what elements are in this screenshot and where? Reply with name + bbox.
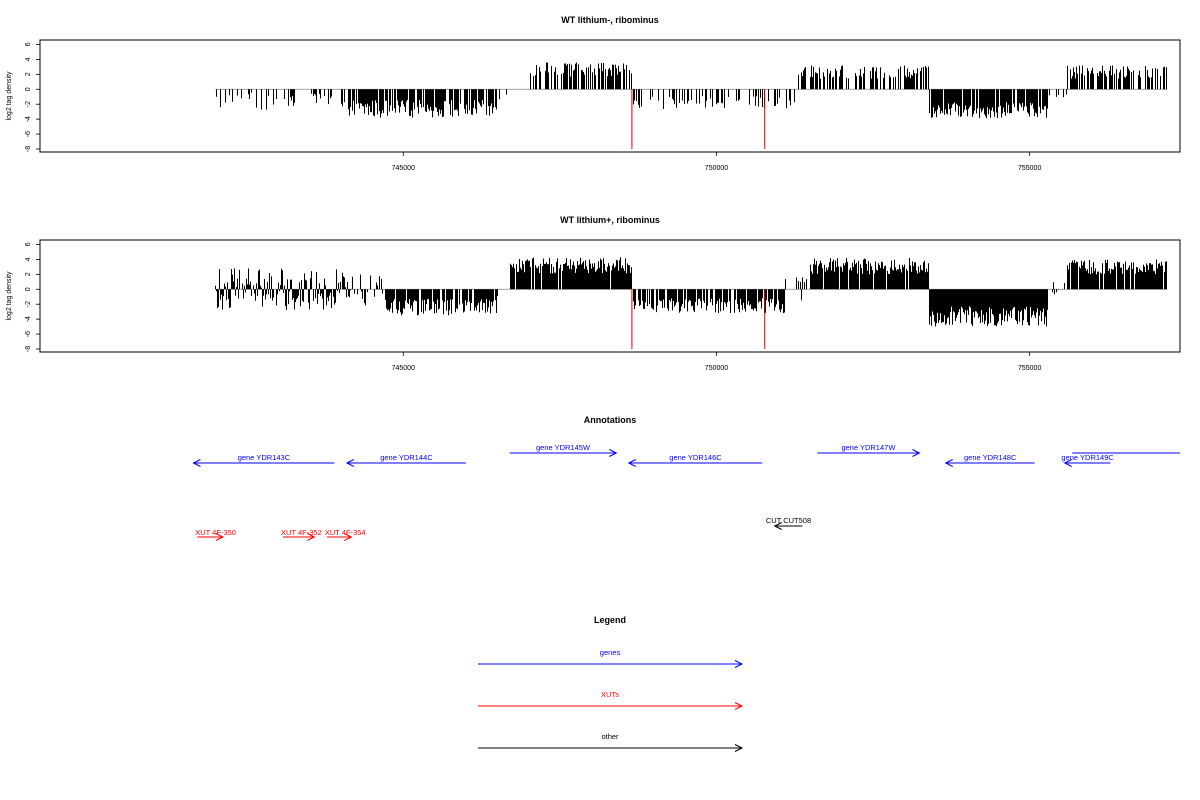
legend-item: other — [478, 732, 744, 752]
bar-series — [215, 62, 1168, 119]
arrow-head-icon — [944, 459, 953, 467]
annotations-track: Annotations gene YDR143C gene YDR144Cgene… — [192, 415, 1180, 541]
gene-feature-label: gene YDR145W — [536, 443, 591, 452]
x-axis: 745000 750000 755000 — [392, 152, 1041, 172]
y-tick-label: -2 — [25, 301, 32, 307]
y-axis: -8 -6 -4 -2 0 2 4 6 — [25, 42, 40, 152]
gene-feature: gene YDR144C — [345, 453, 466, 467]
arrow-head-icon — [345, 459, 355, 467]
y-tick-label: -8 — [25, 146, 32, 152]
gene-feature: gene YDR148C — [944, 453, 1035, 467]
gene-feature-label: gene YDR143C — [238, 453, 291, 462]
panel-title: WT lithium-, ribominus — [561, 15, 659, 25]
x-tick-label: 755000 — [1018, 165, 1041, 172]
plot-frame — [39, 39, 1181, 153]
arrow-head-icon — [734, 660, 744, 668]
y-tick-label: 0 — [25, 87, 32, 91]
arrow-head-icon — [192, 459, 201, 467]
y-tick-label: -4 — [25, 316, 32, 322]
y-axis-label: log2 tag density — [6, 271, 13, 321]
xut-feature: XUT 4F-350 — [195, 528, 236, 541]
gene-feature-label: gene YDR144C — [380, 453, 433, 462]
arrow-head-icon — [307, 533, 316, 541]
gene-feature-label: gene YDR149C — [1061, 453, 1114, 462]
y-tick-label: 6 — [25, 42, 32, 46]
xut-feature: XUT 4F-354 — [325, 528, 366, 541]
arrow-head-icon — [773, 522, 782, 530]
panel-title: WT lithium+, ribominus — [560, 215, 660, 225]
y-tick-label: 4 — [25, 57, 32, 61]
bar-series — [215, 257, 1168, 327]
x-tick-label: 745000 — [392, 365, 415, 372]
gene-feature-label: gene YDR147W — [841, 443, 896, 452]
gene-feature-label: gene YDR148C — [964, 453, 1017, 462]
x-tick-label: 750000 — [705, 165, 728, 172]
arrow-head-icon — [215, 533, 225, 541]
arrow-head-icon — [627, 459, 637, 467]
track-panel-lithium-minus: WT lithium-, ribominus log2 tag density … — [6, 15, 1181, 172]
y-tick-label: -8 — [25, 346, 32, 352]
x-tick-label: 755000 — [1018, 365, 1041, 372]
annotations-title: Annotations — [584, 415, 637, 425]
legend-item: genes — [478, 648, 744, 668]
legend-label: XUTs — [601, 690, 619, 699]
y-tick-label: -6 — [25, 331, 32, 337]
y-axis: -8 -6 -4 -2 0 2 4 6 — [25, 242, 40, 352]
y-tick-label: 2 — [25, 72, 32, 76]
legend-item: XUTs — [478, 690, 744, 710]
gene-feature: gene YDR147W — [817, 443, 921, 457]
highlight-bars — [631, 289, 766, 350]
y-tick-label: 6 — [25, 242, 32, 246]
legend-items: genes XUTs other — [478, 648, 744, 752]
arrow-head-icon — [734, 702, 744, 710]
arrow-head-icon — [912, 449, 921, 457]
xut-feature-label: XUT 4F-354 — [325, 528, 366, 537]
arrow-head-icon — [609, 449, 618, 457]
plot-frame — [39, 239, 1181, 353]
y-tick-label: 4 — [25, 257, 32, 261]
xut-feature-label: XUT 4F-352 — [281, 528, 322, 537]
y-tick-label: 2 — [25, 272, 32, 276]
y-tick-label: 0 — [25, 287, 32, 291]
y-tick-label: -4 — [25, 116, 32, 122]
legend: Legend genes XUTs other — [478, 615, 744, 752]
x-axis: 745000 750000 755000 — [392, 352, 1041, 372]
gene-feature: gene YDR146C — [627, 453, 763, 467]
gene-feature: gene YDR145W — [509, 443, 618, 457]
y-axis-label: log2 tag density — [6, 71, 13, 121]
y-tick-label: -2 — [25, 101, 32, 107]
arrow-head-icon — [734, 744, 744, 752]
x-tick-label: 745000 — [392, 165, 415, 172]
xut-feature-label: XUT 4F-350 — [195, 528, 236, 537]
gene-feature: gene YDR143C — [192, 453, 335, 467]
highlight-bars — [631, 89, 766, 150]
other-feature-label: CUT CUT508 — [766, 516, 811, 525]
xut-feature: XUT 4F-352 — [281, 528, 322, 541]
legend-label: other — [601, 732, 619, 741]
y-tick-label: -6 — [25, 131, 32, 137]
legend-title: Legend — [594, 615, 626, 625]
arrow-head-icon — [344, 533, 353, 541]
legend-label: genes — [600, 648, 621, 657]
other-feature: CUT CUT508 — [766, 516, 811, 530]
track-panel-lithium-plus: WT lithium+, ribominus log2 tag density … — [6, 215, 1181, 372]
x-tick-label: 750000 — [705, 365, 728, 372]
gene-feature-label: gene YDR146C — [669, 453, 722, 462]
annotation-features: gene YDR143C gene YDR144C gene YDR145W gene… — [192, 443, 1180, 541]
arrow-head-icon — [1063, 459, 1072, 467]
gene-feature: gene YDR149C — [1061, 453, 1114, 467]
